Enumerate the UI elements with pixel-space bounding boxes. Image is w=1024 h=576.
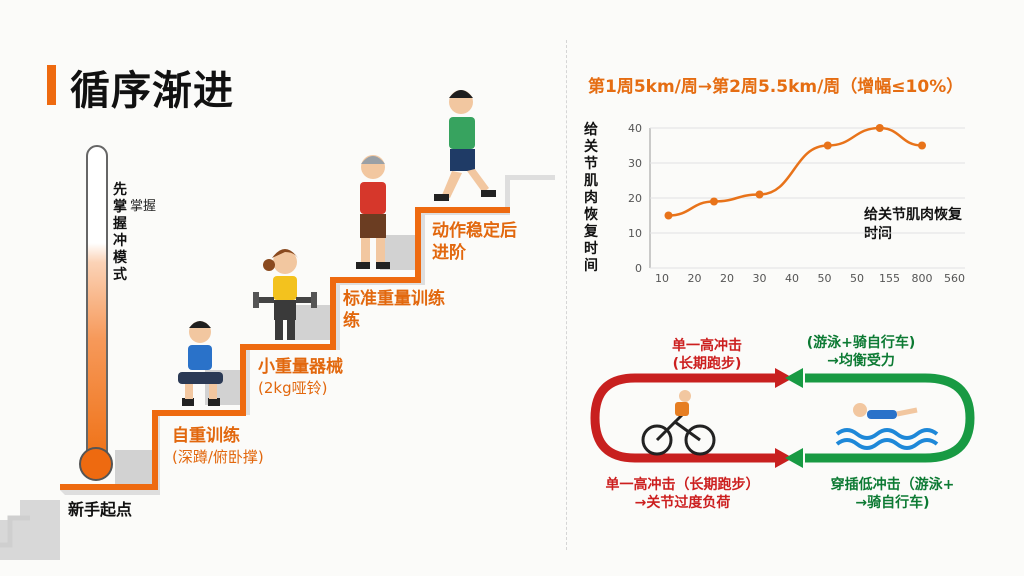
cycle-bottom-green-label: 穿插低冲击（游泳+ →骑自行车) [830,477,955,511]
cyclist-icon [641,390,716,456]
data-point [918,141,926,150]
x-tick-label: 560 [944,272,965,285]
step-1-label: 自重训练 (深蹲/俯卧撑) [172,426,264,466]
x-tick-label: 50 [850,272,864,285]
red-arrow-top-icon [775,368,793,388]
staircase-illustration [0,90,555,560]
y-tick-label: 30 [628,157,642,170]
title-accent-bar [47,65,56,105]
chart-annotation: 给关节肌肉恢复时间 [864,207,962,242]
green-arrow-bottom-icon [785,448,803,468]
y-tick-label: 10 [628,227,642,240]
x-tick-label: 10 [655,272,669,285]
cycle-diagram [590,368,975,468]
x-tick-label: 30 [753,272,767,285]
section-divider [566,40,567,550]
chart-title: 第1周5km/周→第2周5.5km/周（增幅≤10%） [588,77,964,97]
y-tick-label: 0 [635,262,642,275]
x-tick-label: 155 [879,272,900,285]
y-tick-label: 40 [628,122,642,135]
person-walking-icon [434,90,496,201]
start-label: 新手起点 [68,500,133,519]
x-tick-label: 800 [912,272,933,285]
step-4-label: 动作稳定后进阶 [432,221,517,263]
data-point [875,124,884,132]
cycle-top-red-label: 单一高冲击 (长期跑步) [672,338,742,372]
x-tick-label: 20 [688,272,702,285]
x-tick-label: 20 [720,272,734,285]
cycle-top-green-label: (游泳+骑自行车) →均衡受力 [806,335,916,369]
person-sitting-icon [178,321,223,406]
cycle-bottom-red-label: 单一高冲击（长期跑步） →关节过度负荷 [605,477,760,511]
thermometer-tube [86,145,108,469]
series-line [668,126,923,217]
data-point [755,190,764,199]
person-dumbbell-icon [253,249,317,340]
chart-y-axis-label: 给关节肌肉恢复时间 [584,122,598,274]
data-point [664,211,673,220]
person-elderly-icon [356,155,390,269]
data-point [710,197,718,206]
data-point [823,141,832,150]
green-arrow-top-icon [785,368,803,388]
line-chart: 0 10 20 30 40 10 20 20 30 40 50 50 155 800 560 [628,122,965,285]
x-tick-label: 50 [818,272,832,285]
thermometer-hint: 掌握 [130,199,157,214]
step-3-label: 标准重量训练练 [343,289,445,331]
y-tick-label: 20 [628,192,642,205]
page-title: 循序渐进 [70,68,234,114]
thermometer-bulb [79,447,113,481]
swimmer-icon [835,403,939,450]
thermometer-vertical-label: 先掌握冲模式 [113,182,127,283]
step-2-label: 小重量器械 (2kg哑铃) [258,357,343,397]
x-tick-label: 40 [785,272,799,285]
red-arrow-bottom-icon [775,448,793,468]
